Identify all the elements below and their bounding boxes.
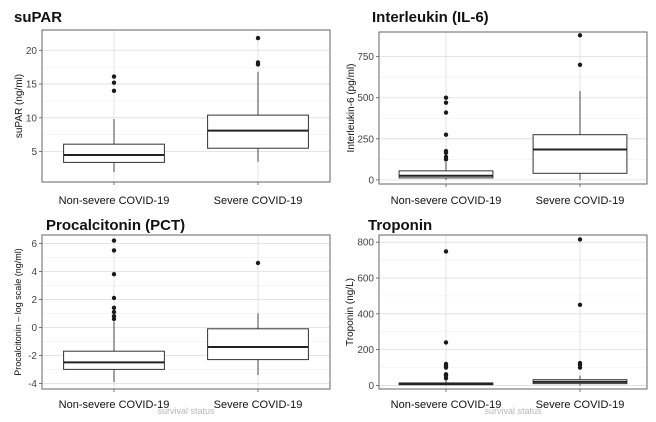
y-tick-label: 800 <box>357 238 374 249</box>
outlier-point <box>443 132 449 137</box>
supar-chart: 5 10 15 20 suPAR (ng/ml) Non-severe COVID-19 S… <box>14 29 331 207</box>
y-tick-label: 600 <box>357 273 374 284</box>
plot-border <box>41 234 331 390</box>
outlier-point <box>443 372 449 377</box>
category-label: Non-severe COVID-19 <box>59 195 170 207</box>
chart-title: suPAR <box>14 9 63 26</box>
outlier-point <box>111 305 117 310</box>
y-tick-label: -4 <box>28 379 37 390</box>
outlier-point <box>443 148 449 154</box>
y-tick-label: 500 <box>357 93 374 104</box>
category-label: Severe COVID-19 <box>536 399 625 411</box>
pct-panel: Procalcitonin (PCT) -4 -2 0 2 4 6 Procalcitoni… <box>10 216 332 416</box>
y-tick-label: 200 <box>357 345 374 356</box>
y-tick-label: 20 <box>26 46 38 57</box>
outlier-point <box>111 295 117 301</box>
outlier-point <box>443 361 449 367</box>
outlier-point <box>577 237 583 242</box>
outlier-point <box>577 360 583 366</box>
box <box>207 114 309 149</box>
outlier-point <box>111 74 117 79</box>
outlier-point <box>443 340 449 345</box>
outlier-point <box>111 309 117 315</box>
y-tick-label: 400 <box>357 309 374 320</box>
plot-border <box>378 31 648 185</box>
y-tick-label: 4 <box>31 267 37 278</box>
category-label: Non-severe COVID-19 <box>59 399 170 411</box>
plot-border <box>378 234 648 390</box>
outlier-point <box>577 302 583 308</box>
outlier-point <box>443 100 449 105</box>
y-tick-label: 0 <box>31 323 37 334</box>
category-label: Non-severe COVID-19 <box>391 195 502 207</box>
box <box>398 170 494 179</box>
troponin-chart: 0 200 400 600 800 Troponin (ng/L) survival sta… <box>345 234 648 416</box>
box <box>207 328 309 361</box>
pct-chart: -4 -2 0 2 4 6 Procalcitonin – log scale (ng/ml… <box>13 234 331 416</box>
troponin-panel: Troponin 0 200 400 600 800 Troponin (ng/L) sur… <box>340 216 648 416</box>
category-label: Non-severe COVID-19 <box>391 399 502 411</box>
plot-area <box>379 235 647 389</box>
y-tick-label: 0 <box>368 381 374 392</box>
y-tick-label: 5 <box>31 147 37 158</box>
outlier-point <box>443 249 449 254</box>
outlier-point <box>255 260 261 266</box>
category-label: Severe COVID-19 <box>214 399 303 411</box>
outlier-point <box>577 33 583 38</box>
y-tick-label: -2 <box>28 351 37 362</box>
x-axis-label: survival status <box>484 406 542 416</box>
outlier-point <box>111 314 117 319</box>
outlier-point <box>111 248 117 253</box>
outlier-point <box>111 80 117 85</box>
y-tick-label: 6 <box>31 239 37 250</box>
y-tick-label: 15 <box>26 80 38 91</box>
outlier-point <box>443 95 449 100</box>
chart-title: Procalcitonin (PCT) <box>46 217 186 234</box>
x-axis-label: survival status <box>157 406 215 416</box>
il6-panel: Interleukin (IL-6) 0 250 500 750 Interleukin… <box>340 8 648 213</box>
y-tick-label: 750 <box>357 52 374 63</box>
y-tick-label: 250 <box>357 134 374 145</box>
category-label: Severe COVID-19 <box>536 195 625 207</box>
y-axis-label: suPAR (ng/ml) <box>14 74 25 138</box>
outlier-point <box>255 60 261 65</box>
chart-title: Troponin <box>368 217 433 234</box>
outlier-point <box>111 88 117 94</box>
box <box>532 134 628 174</box>
outlier-point <box>443 110 449 115</box>
outlier-point <box>577 62 583 68</box>
y-axis-label: Troponin (ng/L) <box>345 278 356 346</box>
category-label: Severe COVID-19 <box>214 195 303 207</box>
supar-panel: suPAR 5 10 15 20 suPAR (ng/ml) Non-severe COV… <box>10 8 332 213</box>
box <box>63 350 165 370</box>
box <box>63 143 165 163</box>
y-tick-label: 10 <box>26 113 38 124</box>
outlier-point <box>443 154 449 160</box>
plot-border <box>41 29 331 183</box>
y-tick-label: 0 <box>368 175 374 186</box>
outlier-point <box>111 272 117 277</box>
y-axis-label: Procalcitonin – log scale (ng/ml) <box>13 248 23 376</box>
y-tick-label: 2 <box>31 295 37 306</box>
outlier-point <box>111 238 117 243</box>
y-axis-label: Interleukin-6 (pg/ml) <box>346 64 357 153</box>
outlier-point <box>255 35 261 41</box>
chart-title: Interleukin (IL-6) <box>372 9 489 26</box>
